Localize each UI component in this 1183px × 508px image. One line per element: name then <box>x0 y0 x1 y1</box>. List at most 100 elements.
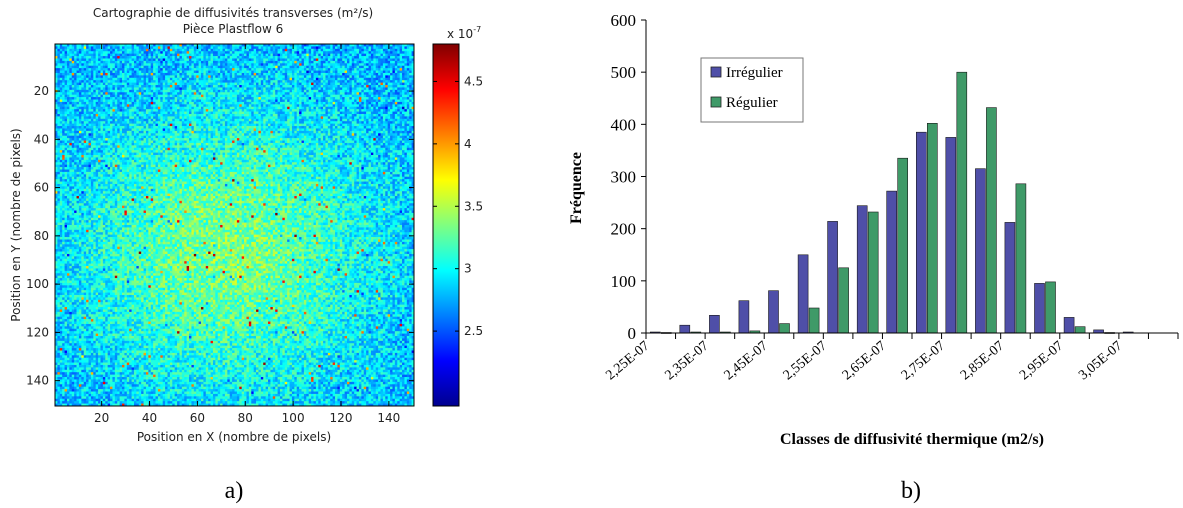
heatmap-cell <box>294 82 298 86</box>
heatmap-cell <box>138 75 142 79</box>
heatmap-cell <box>397 46 400 50</box>
heatmap-cell <box>246 80 250 83</box>
heatmap-cell <box>105 60 108 64</box>
heatmap-cell <box>375 46 379 50</box>
heatmap-cell <box>301 77 305 81</box>
heatmap-cell <box>157 77 161 81</box>
heatmap-cell <box>181 106 185 110</box>
heatmap-cell <box>272 94 276 98</box>
heatmap-cell <box>330 116 333 120</box>
heatmap-cell <box>306 63 310 67</box>
heatmap-cell <box>138 123 142 127</box>
heatmap-cell <box>124 111 128 115</box>
heatmap-cell <box>323 101 326 105</box>
heatmap-cell <box>143 87 147 91</box>
heatmap-cell <box>246 94 250 98</box>
heatmap-cell <box>409 104 412 108</box>
heatmap-cell <box>124 87 128 91</box>
heatmap-cell <box>126 44 130 47</box>
heatmap-cell <box>193 97 197 100</box>
heatmap-cell <box>277 85 281 88</box>
heatmap-cell <box>227 104 231 108</box>
heatmap-cell <box>150 123 154 127</box>
heatmap-cell <box>196 92 199 96</box>
heatmap-cell <box>404 75 408 79</box>
heatmap-cell <box>342 63 345 67</box>
heatmap-cell <box>282 116 286 120</box>
heatmap-cell <box>301 82 305 86</box>
heatmap-cell <box>167 58 171 62</box>
heatmap-cell <box>327 82 331 86</box>
heatmap-cell <box>86 121 89 124</box>
heatmap-cell <box>57 113 61 117</box>
heatmap-cell <box>390 48 393 52</box>
heatmap-cell <box>306 92 310 96</box>
heatmap-cell <box>133 104 137 108</box>
heatmap-cell <box>363 87 367 91</box>
heatmap-cell <box>220 53 223 57</box>
heatmap-cell <box>198 99 202 103</box>
heatmap-cell <box>141 58 144 62</box>
heatmap-cell <box>330 58 333 62</box>
heatmap-cell <box>318 63 322 67</box>
heatmap-cell <box>325 82 329 86</box>
heatmap-cell <box>145 46 149 50</box>
heatmap-cell <box>406 94 410 98</box>
heatmap-cell <box>291 51 295 54</box>
heatmap-cell <box>177 56 180 59</box>
heatmap-cell <box>306 58 310 62</box>
heatmap-cell <box>208 89 211 93</box>
heatmap-cell <box>397 82 400 86</box>
heatmap-cell <box>105 80 108 83</box>
heatmap-cell <box>81 101 85 105</box>
heatmap-cell <box>229 92 233 96</box>
heatmap-cell <box>112 80 116 83</box>
heatmap-cell <box>59 60 63 64</box>
heatmap-cell <box>409 113 412 117</box>
heatmap-cell <box>342 72 345 76</box>
heatmap-cell <box>294 53 298 57</box>
heatmap-cell <box>268 113 271 117</box>
heatmap-cell <box>222 101 226 105</box>
heatmap-cell <box>409 51 412 54</box>
heatmap-cell <box>332 75 336 79</box>
heatmap-cell <box>83 89 87 93</box>
heatmap-cell <box>169 65 173 69</box>
heatmap-cell <box>196 104 199 108</box>
heatmap-cell <box>382 68 386 71</box>
heatmap-cell <box>148 106 152 110</box>
heatmap-cell <box>373 104 377 108</box>
heatmap-cell <box>177 58 180 62</box>
heatmap-cell <box>358 94 362 98</box>
heatmap-cell <box>301 56 305 59</box>
heatmap-cell <box>131 44 135 47</box>
heatmap-cell <box>160 118 164 122</box>
heatmap-cell <box>373 77 377 81</box>
heatmap-cell <box>315 51 319 54</box>
heatmap-cell <box>179 87 183 91</box>
heatmap-cell <box>220 111 223 115</box>
heatmap-cell <box>397 113 400 117</box>
heatmap-cell <box>169 72 173 76</box>
heatmap-cell <box>143 94 147 98</box>
heatmap-cell <box>239 104 243 108</box>
heatmap-cell <box>402 101 405 105</box>
heatmap-cell <box>193 113 197 117</box>
heatmap-cell <box>145 58 149 62</box>
heatmap-cell <box>263 53 266 57</box>
heatmap-cell <box>378 99 381 103</box>
heatmap-cell <box>215 75 219 79</box>
heatmap-cell <box>366 87 369 91</box>
heatmap-cell <box>385 94 389 98</box>
heatmap-cell <box>303 87 307 91</box>
heatmap-cell <box>330 109 333 112</box>
heatmap-cell <box>246 46 250 50</box>
heatmap-cell <box>378 60 381 64</box>
heatmap-cell <box>133 68 137 71</box>
heatmap-cell <box>62 87 65 91</box>
heatmap-cell <box>406 106 410 110</box>
heatmap-cell <box>215 106 219 110</box>
heatmap-cell <box>212 63 216 67</box>
heatmap-cell <box>174 46 178 50</box>
heatmap-cell <box>224 87 228 91</box>
